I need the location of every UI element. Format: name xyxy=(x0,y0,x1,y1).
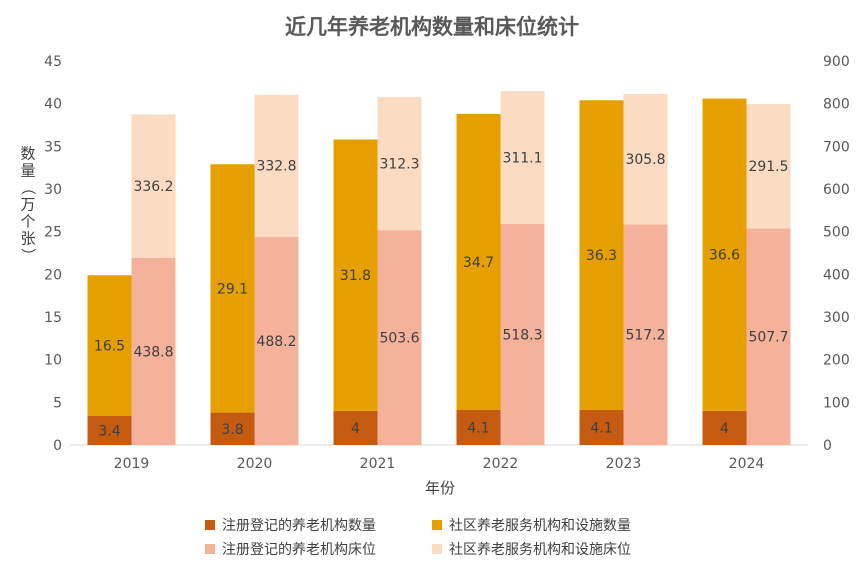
x-tick-label: 2022 xyxy=(483,456,519,472)
bar-count-0 xyxy=(702,410,747,445)
bar-count-1 xyxy=(87,275,132,416)
legend-swatch xyxy=(432,520,442,530)
y-axis-title-char: 数 xyxy=(20,145,35,163)
y-axis-title-char: 万 xyxy=(20,196,35,214)
bar-beds-0 xyxy=(377,230,422,445)
bar-beds-1 xyxy=(746,104,791,229)
y-tick-label: 20 xyxy=(44,267,62,283)
x-tick-label: 2019 xyxy=(114,456,150,472)
bar-beds-0 xyxy=(131,257,176,445)
bar-count-0 xyxy=(210,412,255,445)
data-label: 34.7 xyxy=(463,255,494,271)
y2-tick-label: 200 xyxy=(823,353,850,369)
x-tick-label: 2020 xyxy=(237,456,273,472)
y-axis-title-char: （ xyxy=(19,180,37,195)
y2-tick-label: 800 xyxy=(823,97,850,113)
y-tick-label: 30 xyxy=(44,182,62,198)
y-tick-label: 35 xyxy=(44,139,62,155)
bar-count-1 xyxy=(456,113,501,411)
data-label: 36.6 xyxy=(709,248,740,264)
y2-tick-label: 300 xyxy=(823,310,850,326)
y-axis-title-char: 量 xyxy=(20,162,35,180)
x-tick-label: 2023 xyxy=(606,456,642,472)
y2-tick-label: 900 xyxy=(823,54,850,70)
y2-tick-label: 400 xyxy=(823,267,850,283)
bar-beds-0 xyxy=(254,236,299,445)
data-label: 31.8 xyxy=(340,268,371,284)
x-tick-label: 2024 xyxy=(729,456,765,472)
legend-swatch xyxy=(205,520,215,530)
y2-tick-label: 700 xyxy=(823,139,850,155)
bar-beds-1 xyxy=(500,91,545,224)
data-label: 311.1 xyxy=(502,150,542,166)
data-label: 312.3 xyxy=(379,157,419,173)
data-label: 305.8 xyxy=(625,152,665,168)
y-tick-label: 45 xyxy=(44,54,62,70)
data-label: 3.8 xyxy=(221,422,243,438)
y-axis-title-char: 个 xyxy=(20,213,35,231)
data-labels: 3.4 16.5 438.8 336.2 3.8 29.1 488.2 332.8 4 31.8 5… xyxy=(94,150,789,439)
bar-count-0 xyxy=(333,410,378,445)
data-label: 3.4 xyxy=(98,423,120,439)
bar-count-0 xyxy=(87,415,132,445)
bar-count-1 xyxy=(579,100,624,411)
y2-tick-label: 100 xyxy=(823,395,850,411)
bars xyxy=(87,91,791,445)
data-label: 488.2 xyxy=(256,334,296,350)
bar-count-1 xyxy=(210,164,255,413)
data-label: 4.1 xyxy=(467,421,489,437)
data-label: 332.8 xyxy=(256,159,296,175)
data-label: 507.7 xyxy=(748,330,788,346)
legend-label: 注册登记的养老机构床位 xyxy=(222,542,376,558)
y-axis-title: 数量（万个张） xyxy=(19,145,37,264)
bar-beds-1 xyxy=(254,94,299,237)
bar-count-0 xyxy=(456,410,501,445)
y-tick-label: 5 xyxy=(53,395,62,411)
legend-swatch xyxy=(432,544,442,554)
data-label: 503.6 xyxy=(379,331,419,347)
data-label: 518.3 xyxy=(502,327,542,343)
data-label: 291.5 xyxy=(748,159,788,175)
bar-beds-1 xyxy=(131,114,176,258)
y-axis-title-char: 张 xyxy=(20,230,35,248)
x-axis-title: 年份 xyxy=(425,479,455,497)
data-label: 29.1 xyxy=(217,281,248,297)
bar-beds-0 xyxy=(500,223,545,445)
bar-beds-0 xyxy=(746,228,791,445)
legend-swatch xyxy=(205,544,215,554)
axes: 0 5 10 15 20 25 30 35 40 45 0 100 200 300 400 500 600 700… xyxy=(44,54,850,472)
chart-title: 近几年养老机构数量和床位统计 xyxy=(285,15,579,39)
data-label: 36.3 xyxy=(586,248,617,264)
data-label: 438.8 xyxy=(133,344,173,360)
bar-beds-1 xyxy=(623,93,668,225)
y2-tick-label: 600 xyxy=(823,182,850,198)
y2-tick-label: 0 xyxy=(823,438,832,454)
data-label: 336.2 xyxy=(133,179,173,195)
bar-beds-1 xyxy=(377,96,422,231)
bar-beds-0 xyxy=(623,224,668,445)
legend-label: 社区养老服务机构和设施数量 xyxy=(449,518,631,534)
data-label: 4 xyxy=(351,421,360,437)
y-tick-label: 25 xyxy=(44,225,62,241)
data-label: 16.5 xyxy=(94,339,125,355)
bar-count-0 xyxy=(579,410,624,445)
y2-tick-label: 500 xyxy=(823,225,850,241)
y-tick-label: 10 xyxy=(44,353,62,369)
y-tick-label: 40 xyxy=(44,97,62,113)
legend-label: 注册登记的养老机构数量 xyxy=(222,518,376,534)
legend-label: 社区养老服务机构和设施床位 xyxy=(449,542,631,558)
bar-count-1 xyxy=(702,98,747,411)
data-label: 4 xyxy=(720,421,729,437)
y-tick-label: 15 xyxy=(44,310,62,326)
y-axis-title-char: ） xyxy=(19,248,37,263)
bar-count-1 xyxy=(333,139,378,411)
y-tick-label: 0 xyxy=(53,438,62,454)
x-tick-label: 2021 xyxy=(360,456,396,472)
data-label: 4.1 xyxy=(590,421,612,437)
data-label: 517.2 xyxy=(625,328,665,344)
